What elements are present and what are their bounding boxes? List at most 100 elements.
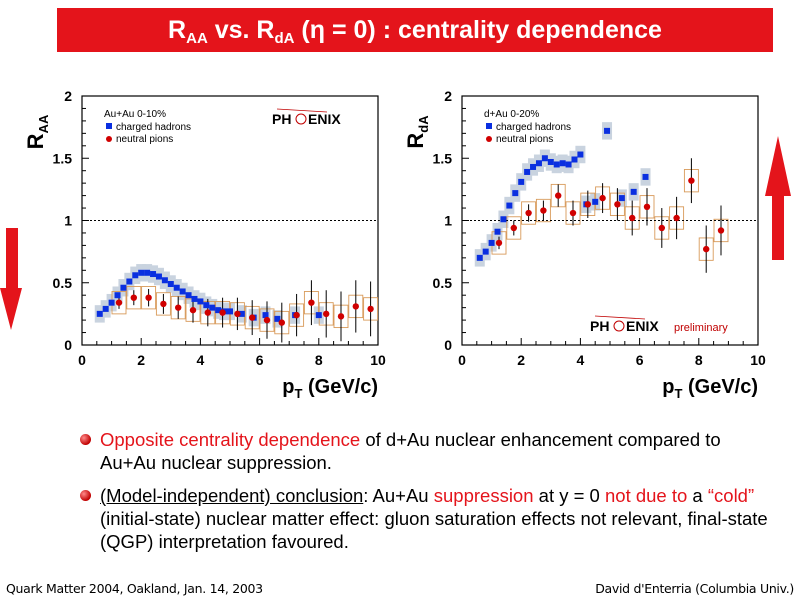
hadron-point: [167, 280, 174, 287]
pion-point: [510, 224, 517, 232]
pion-point: [160, 300, 167, 308]
bullet-item: (Model-independent) conclusion: Au+Au su…: [80, 484, 780, 553]
down-arrow-icon: [0, 228, 22, 330]
hadron-point: [274, 315, 281, 322]
hadron-point: [315, 312, 322, 319]
x-tick-label: 6: [636, 352, 644, 368]
hadron-point: [565, 161, 572, 168]
pion-point: [293, 311, 300, 319]
systematic-box: [521, 201, 537, 225]
legend-pion-label: neutral pions: [496, 134, 553, 145]
pion-point: [555, 192, 562, 199]
systematic-box: [506, 216, 522, 240]
phenix-logo-left: PH: [590, 318, 609, 334]
x-tick-label: 6: [256, 352, 264, 368]
hadron-point: [209, 304, 216, 311]
pion-point: [204, 309, 211, 316]
x-tick-label: 2: [517, 352, 525, 368]
pion-point: [323, 310, 330, 318]
hadron-point: [185, 292, 192, 299]
hadron-point: [488, 239, 495, 246]
bullet-dot-icon: [80, 434, 91, 445]
hadron-point: [179, 288, 186, 295]
x-tick-label: 8: [315, 352, 323, 368]
hadron-point: [592, 198, 599, 205]
x-axis-label: pT (GeV/c): [282, 376, 378, 401]
pion-point: [219, 309, 226, 316]
y-tick-label: 2: [444, 88, 452, 104]
legend-hadron-marker: [106, 123, 112, 129]
hadron-point: [518, 178, 525, 185]
footer-author: David d'Enterria (Columbia Univ.): [595, 581, 794, 596]
phenix-logo-star: [613, 320, 625, 332]
y-tick-label: 0.5: [433, 275, 453, 291]
pion-point: [115, 299, 123, 306]
phenix-logo-right: ENIX: [626, 318, 659, 334]
hadron-point: [577, 151, 584, 158]
hadron-point: [506, 202, 513, 209]
hadron-point: [524, 168, 531, 175]
hadron-point: [238, 310, 245, 317]
title-part: vs. R: [207, 16, 275, 44]
phenix-logo-left: PH: [272, 111, 291, 127]
slide-title: RAA vs. RdA (η = 0) : centrality depende…: [57, 8, 773, 52]
pion-point: [569, 209, 577, 217]
pion-point: [599, 194, 606, 202]
y-tick-label: 1: [444, 213, 452, 229]
x-tick-label: 2: [137, 352, 145, 368]
pion-point: [278, 319, 285, 326]
y-tick-label: 1: [64, 213, 72, 229]
hadron-point: [541, 155, 548, 162]
hadron-point: [604, 127, 611, 134]
bullet-text: of d+Au nuclear enhancement compared to …: [100, 429, 721, 473]
hadron-point: [262, 312, 269, 319]
hadron-point: [630, 188, 637, 195]
hadron-point: [642, 173, 649, 180]
bullet-list: Opposite centrality dependence of d+Au n…: [80, 428, 780, 563]
legend-hadron-label: charged hadrons: [116, 122, 191, 133]
bullet-text: at y = 0: [533, 485, 605, 506]
legend-pion-marker: [106, 136, 112, 142]
pion-point: [367, 305, 374, 313]
legend-hadron-label: charged hadrons: [496, 122, 571, 133]
rda-chart: 0 2 4 6 8 10 0 0.5 1 1.5 2 RdA pT (GeV/c) d+Au 0-20% c…: [403, 88, 766, 401]
bullet-text: : Au+Au: [363, 485, 434, 506]
up-arrow-icon: [765, 136, 791, 260]
pion-point: [308, 299, 315, 306]
hadron-point: [114, 292, 121, 299]
raa-chart: 0 2 4 6 8 10 0 0.5 1 1.5 2 RAA pT (GeV/c) Au+Au 0-10%…: [23, 88, 386, 401]
x-tick-label: 4: [577, 352, 585, 368]
pion-point: [263, 316, 271, 324]
hadron-point: [138, 269, 145, 276]
hadron-point: [150, 271, 157, 278]
preliminary-label: preliminary: [674, 322, 728, 334]
hadron-point: [535, 160, 542, 167]
pion-point: [614, 201, 621, 208]
hadron-point: [96, 310, 103, 317]
hadron-point: [512, 190, 519, 197]
hadron-point: [494, 228, 501, 235]
hadron-point: [500, 216, 507, 223]
pion-point: [688, 177, 695, 184]
x-tick-label: 0: [458, 352, 466, 368]
hadron-point: [559, 160, 566, 167]
pion-point: [717, 227, 725, 234]
hadron-point: [120, 284, 127, 291]
x-tick-label: 8: [695, 352, 703, 368]
x-tick-label: 10: [370, 352, 386, 368]
y-axis-label: RdA: [403, 115, 431, 149]
pion-point: [629, 214, 636, 222]
hadron-point: [191, 295, 198, 302]
hadron-point: [227, 308, 233, 315]
legend-title: Au+Au 0-10%: [104, 109, 166, 120]
hadron-point: [530, 163, 537, 170]
pion-point: [130, 294, 137, 301]
pion-point: [234, 310, 241, 318]
hadron-point: [132, 272, 139, 279]
pion-point: [658, 224, 665, 232]
hadron-point: [126, 278, 133, 285]
hadron-point: [173, 284, 180, 291]
y-tick-label: 0.5: [53, 275, 73, 291]
hadron-point: [482, 248, 489, 255]
y-tick-label: 0: [444, 337, 452, 353]
